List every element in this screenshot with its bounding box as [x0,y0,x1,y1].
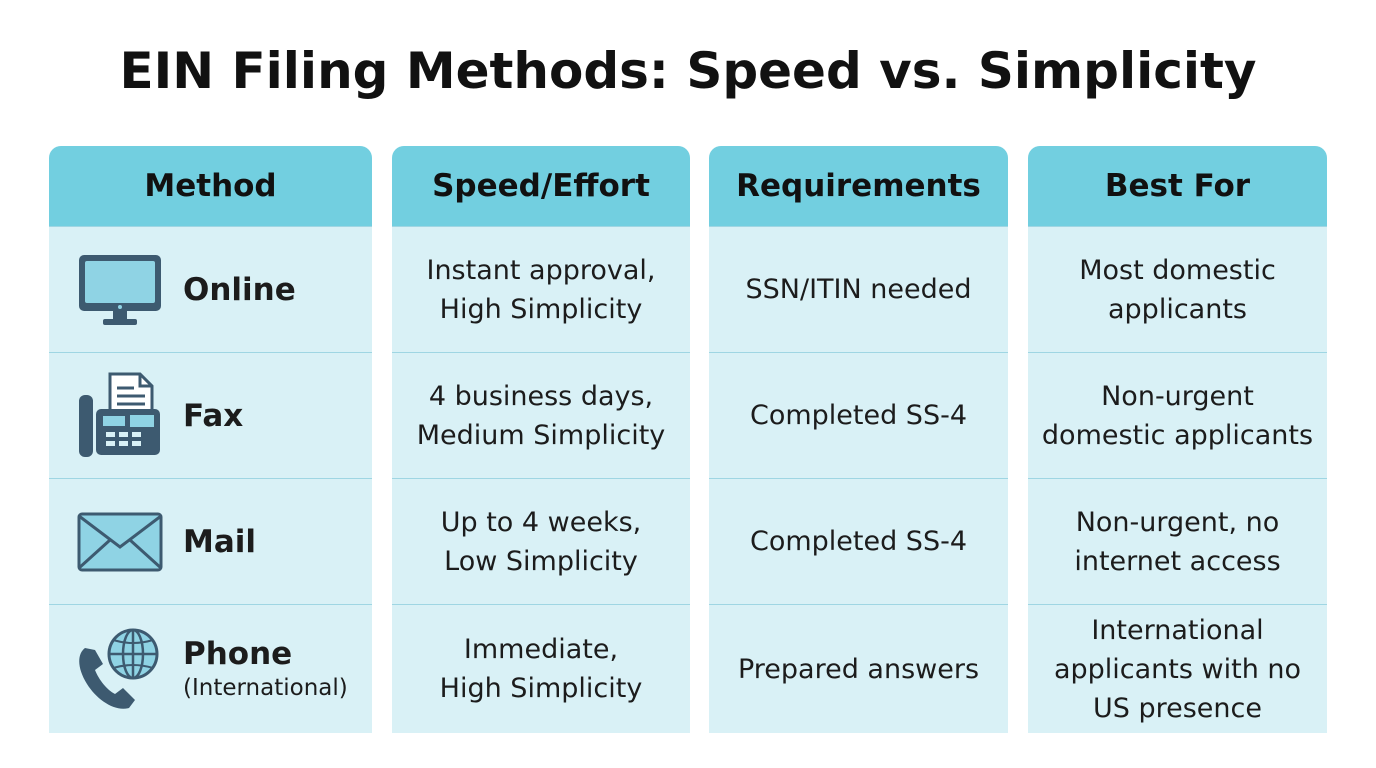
speed-line: High Simplicity [439,293,643,325]
row-phone-method: Phone (International) [49,604,372,733]
speed-cell: 4 business days, Medium Simplicity [392,352,690,478]
best-for-line: Non-urgent [1101,380,1254,412]
phone-globe-icon [75,628,165,709]
row-online-method: Online [49,226,372,352]
row-fax-method: Fax [49,352,372,478]
header-speed-effort: Speed/Effort [392,146,690,226]
method-name: Mail [183,523,257,560]
best-for-line: US presence [1093,692,1262,724]
row-mail-method: Mail [49,478,372,604]
requirement-cell: Completed SS-4 [709,478,1008,604]
method-name: Fax [183,397,244,434]
best-for-line: internet access [1074,545,1281,577]
best-for-column: Best For Most domestic applicants Non-ur… [1028,146,1327,733]
speed-line: Instant approval, [426,254,656,286]
best-for-cell: Non-urgent, no internet access [1028,478,1327,604]
method-name: Online [183,271,296,308]
speed-line: Immediate, [463,634,619,665]
method-column: Method Online [49,146,372,733]
monitor-icon [75,250,165,330]
method-note: (International) [183,675,348,701]
best-for-line: domestic applicants [1041,419,1314,451]
best-for-line: applicants with no [1053,653,1302,685]
header-requirements: Requirements [709,146,1008,226]
best-for-cell: International applicants with no US pres… [1028,604,1327,733]
best-for-line: International [1091,614,1264,646]
best-for-cell: Non-urgent domestic applicants [1028,352,1327,478]
requirements-column: Requirements SSN/ITIN needed Completed S… [709,146,1008,733]
requirement-line: Completed SS-4 [749,526,968,557]
best-for-line: Non-urgent, no [1075,506,1280,538]
speed-line: Up to 4 weeks, [440,506,642,538]
speed-cell: Up to 4 weeks, Low Simplicity [392,478,690,604]
header-best-for: Best For [1028,146,1327,226]
requirement-cell: Completed SS-4 [709,352,1008,478]
requirement-cell: SSN/ITIN needed [709,226,1008,352]
speed-line: High Simplicity [439,673,643,704]
method-name: Phone [183,636,293,672]
speed-column: Speed/Effort Instant approval, High Simp… [392,146,690,733]
header-method: Method [49,146,372,226]
best-for-cell: Most domestic applicants [1028,226,1327,352]
speed-cell: Immediate, High Simplicity [392,604,690,733]
requirement-line: SSN/ITIN needed [745,274,972,305]
envelope-icon [75,502,165,582]
requirement-cell: Prepared answers [709,604,1008,733]
requirement-line: Prepared answers [737,653,980,685]
requirement-line: Completed SS-4 [749,400,968,431]
speed-line: Low Simplicity [444,545,638,577]
best-for-line: Most domestic [1079,254,1276,286]
speed-line: 4 business days, [428,380,654,412]
speed-cell: Instant approval, High Simplicity [392,226,690,352]
best-for-line: applicants [1108,293,1247,325]
fax-machine-icon [75,372,165,457]
page-title: EIN Filing Methods: Speed vs. Simplicity [119,42,1257,100]
speed-line: Medium Simplicity [416,419,666,451]
